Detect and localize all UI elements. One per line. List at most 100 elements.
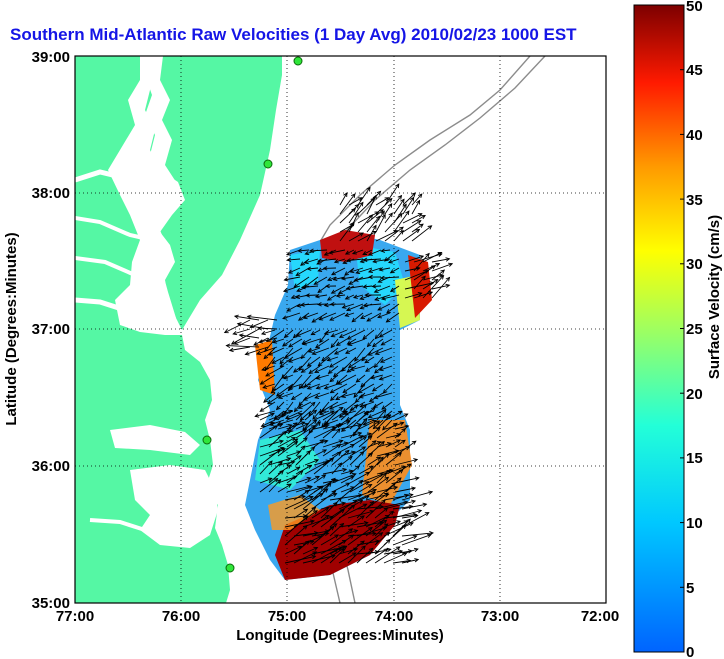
velocity-vector xyxy=(283,374,294,380)
velocity-vector-head xyxy=(341,539,347,544)
velocity-vector xyxy=(370,374,384,379)
velocity-vector-head xyxy=(372,420,378,425)
velocity-vector xyxy=(373,419,384,429)
velocity-vector xyxy=(340,432,362,439)
velocity-vector-head xyxy=(301,341,307,346)
velocity-vector xyxy=(322,423,341,439)
velocity-vector xyxy=(379,329,393,338)
velocity-vector-head xyxy=(253,341,258,346)
velocity-vector xyxy=(349,465,360,475)
velocity-vector xyxy=(381,249,391,252)
velocity-vector xyxy=(234,315,260,321)
colorbar-tick-label: 25 xyxy=(686,321,703,338)
velocity-vector xyxy=(265,365,285,377)
velocity-vector-head xyxy=(360,515,365,520)
velocity-vector-head xyxy=(307,485,313,490)
velocity-vector xyxy=(363,303,382,306)
velocity-vector-head xyxy=(261,366,267,372)
velocity-vectors xyxy=(223,183,454,564)
velocity-vector xyxy=(362,249,373,255)
velocity-vector-head xyxy=(223,329,229,334)
velocity-vector xyxy=(376,409,387,421)
velocity-vector-head xyxy=(340,508,345,514)
velocity-vector xyxy=(394,459,418,466)
velocity-vector xyxy=(340,404,358,421)
velocity-vector-head xyxy=(417,193,423,199)
velocity-vector xyxy=(383,552,407,564)
velocity-vector xyxy=(224,319,251,334)
velocity-vector-head xyxy=(351,193,356,198)
velocity-vector xyxy=(268,457,291,466)
velocity-vector-head xyxy=(312,414,317,420)
velocity-vector xyxy=(268,479,281,493)
velocity-vector xyxy=(302,338,312,345)
velocity-vector-head xyxy=(384,476,390,482)
velocity-vector xyxy=(302,516,334,528)
velocity-vector xyxy=(259,401,276,412)
velocity-vector-head xyxy=(228,347,234,353)
velocity-vector xyxy=(339,208,356,224)
velocity-vector-head xyxy=(338,406,344,412)
field-red-north xyxy=(320,230,375,262)
velocity-vector-head xyxy=(368,526,373,532)
velocity-vector-head xyxy=(279,439,284,444)
velocity-vector xyxy=(367,456,381,466)
velocity-vector xyxy=(347,499,363,510)
velocity-vector xyxy=(379,267,391,271)
velocity-vector-head xyxy=(372,488,378,493)
velocity-vector-head xyxy=(351,450,356,455)
velocity-vector xyxy=(287,258,301,261)
velocity-vector-head xyxy=(415,228,421,234)
velocity-vector-head xyxy=(310,401,316,407)
velocity-vector-head xyxy=(405,446,411,451)
velocity-vector-head xyxy=(327,276,333,282)
velocity-vector xyxy=(339,192,348,206)
velocity-vector-head xyxy=(362,257,368,263)
velocity-vector xyxy=(341,276,355,280)
velocity-vector-head xyxy=(344,271,349,276)
velocity-vector-head xyxy=(361,545,366,551)
velocity-vector xyxy=(308,365,321,374)
velocity-vector-head xyxy=(335,341,341,346)
velocity-vector-head xyxy=(265,337,271,343)
velocity-vector-head xyxy=(270,389,276,394)
velocity-vector xyxy=(358,452,373,466)
velocity-vector-head xyxy=(300,368,306,373)
velocity-vector xyxy=(338,522,368,528)
velocity-vector xyxy=(341,392,357,398)
velocity-vector-head xyxy=(364,495,370,500)
velocity-vector xyxy=(379,365,393,371)
velocity-vector-head xyxy=(299,416,305,421)
velocity-vector xyxy=(314,276,328,285)
velocity-vector-head xyxy=(333,350,339,355)
colorbar-tick-label: 15 xyxy=(686,450,703,467)
velocity-vector xyxy=(358,484,372,493)
velocity-vector-head xyxy=(425,252,430,258)
velocity-vector xyxy=(376,472,387,484)
velocity-vector-head xyxy=(378,532,384,537)
velocity-vector xyxy=(361,347,375,362)
velocity-vector-head xyxy=(323,330,329,336)
velocity-vector-head xyxy=(386,309,391,314)
velocity-vector-head xyxy=(313,546,319,551)
velocity-vector-head xyxy=(393,485,399,491)
velocity-vector-head xyxy=(357,431,363,436)
velocity-vector-head xyxy=(369,465,374,470)
velocity-vector xyxy=(339,410,348,418)
velocity-vector-head xyxy=(336,443,342,449)
velocity-vector-head xyxy=(380,248,386,253)
velocity-vector xyxy=(330,392,339,401)
velocity-vector-head xyxy=(366,186,371,192)
velocity-vector xyxy=(401,491,433,501)
velocity-vector xyxy=(329,548,345,564)
velocity-vector xyxy=(259,337,278,343)
velocity-vector-head xyxy=(329,457,335,462)
velocity-vector xyxy=(259,412,275,421)
velocity-vector-head xyxy=(357,389,363,394)
velocity-vector-head xyxy=(364,358,370,364)
velocity-vector-head xyxy=(258,339,264,344)
velocity-vector-head xyxy=(350,221,355,227)
velocity-vector xyxy=(286,303,301,312)
velocity-vector xyxy=(386,303,400,314)
velocity-vector xyxy=(313,425,329,430)
